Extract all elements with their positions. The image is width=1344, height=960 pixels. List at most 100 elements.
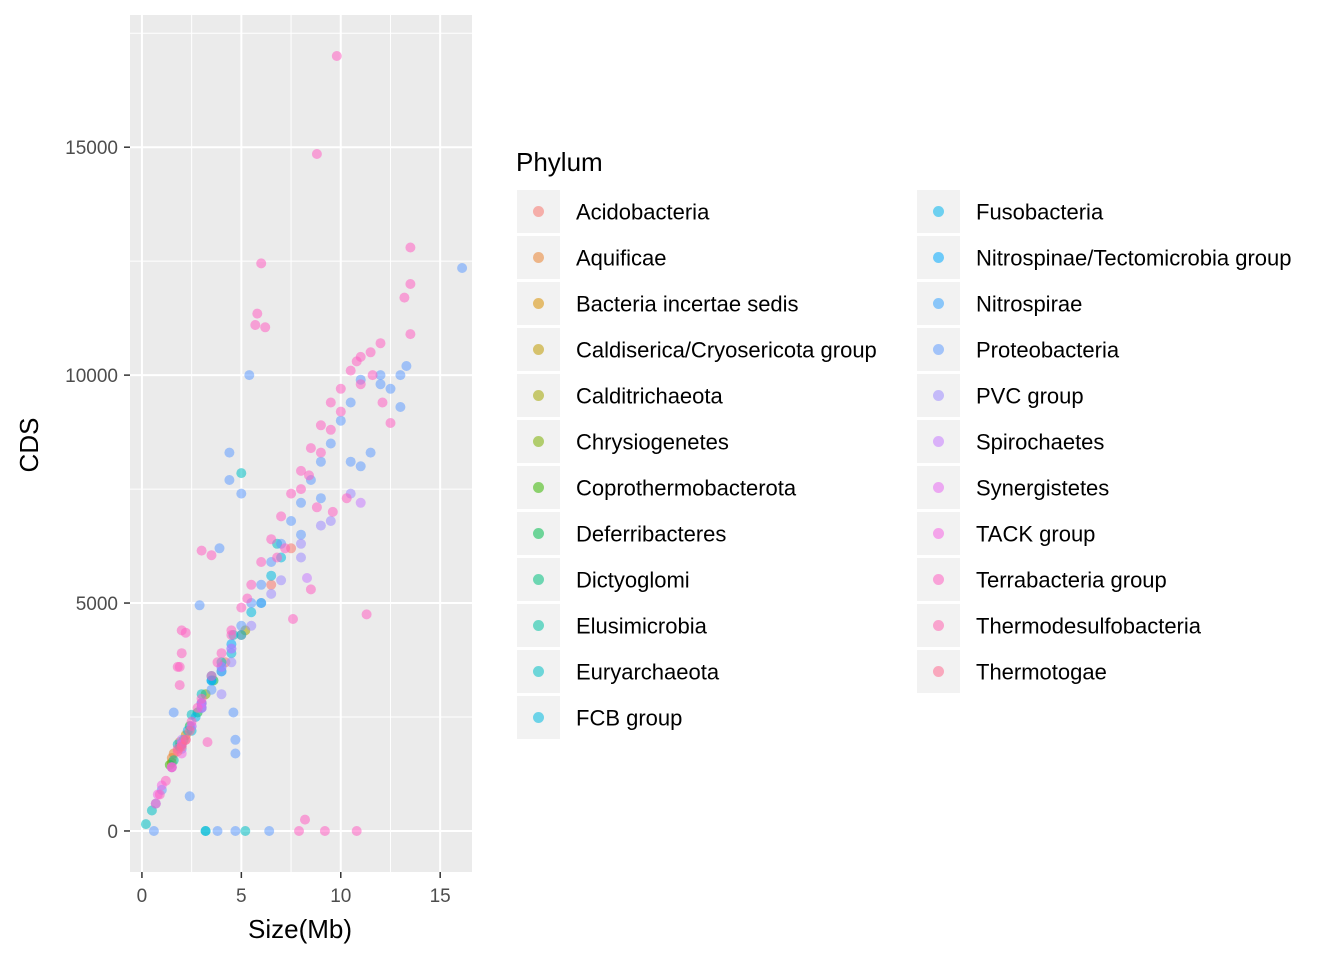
legend-item: Fusobacteria <box>917 190 1104 233</box>
data-point <box>351 356 362 367</box>
legend-item: Caldiserica/Cryosericota group <box>517 328 877 371</box>
data-point <box>302 573 312 583</box>
data-point <box>174 661 185 672</box>
data-point <box>176 648 187 659</box>
legend-key-point <box>533 666 544 677</box>
data-point <box>236 468 247 479</box>
legend-label: Chrysiogenetes <box>576 430 729 455</box>
legend-label: Dictyoglomi <box>576 568 690 593</box>
data-point <box>246 620 257 631</box>
data-point <box>365 447 376 458</box>
legend-key-point <box>533 574 544 585</box>
legend-item: Bacteria incertae sedis <box>517 282 799 325</box>
data-point <box>212 657 223 668</box>
legend-label: Spirochaetes <box>976 430 1104 455</box>
legend-label: Elusimicrobia <box>576 614 708 639</box>
legend-label: Fusobacteria <box>976 200 1104 225</box>
data-point <box>305 443 316 454</box>
data-point <box>252 308 263 319</box>
legend-item: FCB group <box>517 696 682 739</box>
data-point <box>296 552 306 563</box>
data-point <box>236 620 247 631</box>
legend-label: FCB group <box>576 706 682 731</box>
data-point <box>216 689 227 700</box>
data-point <box>230 734 241 745</box>
data-point <box>315 456 326 467</box>
y-tick-label: 15000 <box>65 138 118 159</box>
data-point <box>304 470 314 481</box>
y-tick-label: 0 <box>107 822 118 843</box>
data-point <box>296 465 306 476</box>
data-point <box>325 516 336 526</box>
y-axis: 0 5000 10000 15000 <box>65 138 130 843</box>
y-tick-label: 10000 <box>65 366 118 387</box>
data-point <box>266 588 277 599</box>
x-axis: 0 5 10 15 <box>137 872 451 907</box>
x-tick-label: 0 <box>137 886 148 907</box>
data-point <box>286 488 297 499</box>
legend-label: Thermodesulfobacteria <box>976 614 1202 639</box>
data-point <box>311 502 322 513</box>
legend-label: Aquificae <box>576 246 667 271</box>
legend-item: Thermodesulfobacteria <box>917 604 1202 647</box>
data-point <box>325 438 336 449</box>
legend-key-point <box>533 390 544 401</box>
data-point <box>256 598 267 608</box>
legend-label: PVC group <box>976 384 1084 409</box>
legend-key-point <box>933 298 944 309</box>
legend-label: Calditrichaeota <box>576 384 724 409</box>
data-point <box>240 826 251 836</box>
x-tick-label: 15 <box>430 886 451 907</box>
y-tick-label: 5000 <box>76 594 118 615</box>
legend-label: Terrabacteria group <box>976 568 1167 593</box>
legend-item: PVC group <box>917 374 1084 417</box>
legend-key-point <box>533 620 544 631</box>
legend-label: Synergistetes <box>976 476 1109 501</box>
legend-item: Thermotogae <box>917 650 1107 693</box>
data-point <box>148 826 159 836</box>
data-point <box>294 826 304 836</box>
data-point <box>365 347 376 358</box>
legend-key-point <box>933 344 944 355</box>
data-point <box>226 657 237 668</box>
legend-item: TACK group <box>917 512 1095 555</box>
data-point <box>174 680 185 691</box>
x-axis-title: Size(Mb) <box>248 914 352 944</box>
data-point <box>395 370 406 381</box>
legend-item: Chrysiogenetes <box>517 420 729 463</box>
data-point <box>206 671 217 681</box>
data-point <box>351 826 362 836</box>
legend-item: Nitrospirae <box>917 282 1082 325</box>
data-point <box>288 614 298 624</box>
data-point <box>331 51 342 61</box>
legend-label: Deferribacteres <box>576 522 726 547</box>
data-point <box>296 484 306 495</box>
legend-key-point <box>533 206 544 217</box>
data-point <box>206 684 217 695</box>
legend-item: Dictyoglomi <box>517 558 690 601</box>
data-point <box>325 397 336 408</box>
legend-key-point <box>933 482 944 493</box>
data-point <box>296 529 306 540</box>
legend-item: Elusimicrobia <box>517 604 708 647</box>
data-point <box>345 456 356 467</box>
data-point <box>224 447 235 458</box>
data-point <box>401 361 412 371</box>
data-point <box>266 570 277 581</box>
legend-key-point <box>533 252 544 263</box>
data-point <box>405 279 416 289</box>
legend-key-point <box>533 298 544 309</box>
data-point <box>184 791 195 802</box>
legend-item: Spirochaetes <box>917 420 1104 463</box>
legend-item: Terrabacteria group <box>917 558 1167 601</box>
data-point <box>196 693 207 704</box>
legend-key-point <box>533 344 544 355</box>
data-point <box>202 737 213 748</box>
data-point <box>256 557 267 567</box>
data-point <box>264 826 275 836</box>
data-point <box>341 493 352 504</box>
legend-item: Euryarchaeota <box>517 650 720 693</box>
data-point <box>256 579 267 590</box>
data-point <box>196 545 207 556</box>
data-point <box>244 370 255 381</box>
